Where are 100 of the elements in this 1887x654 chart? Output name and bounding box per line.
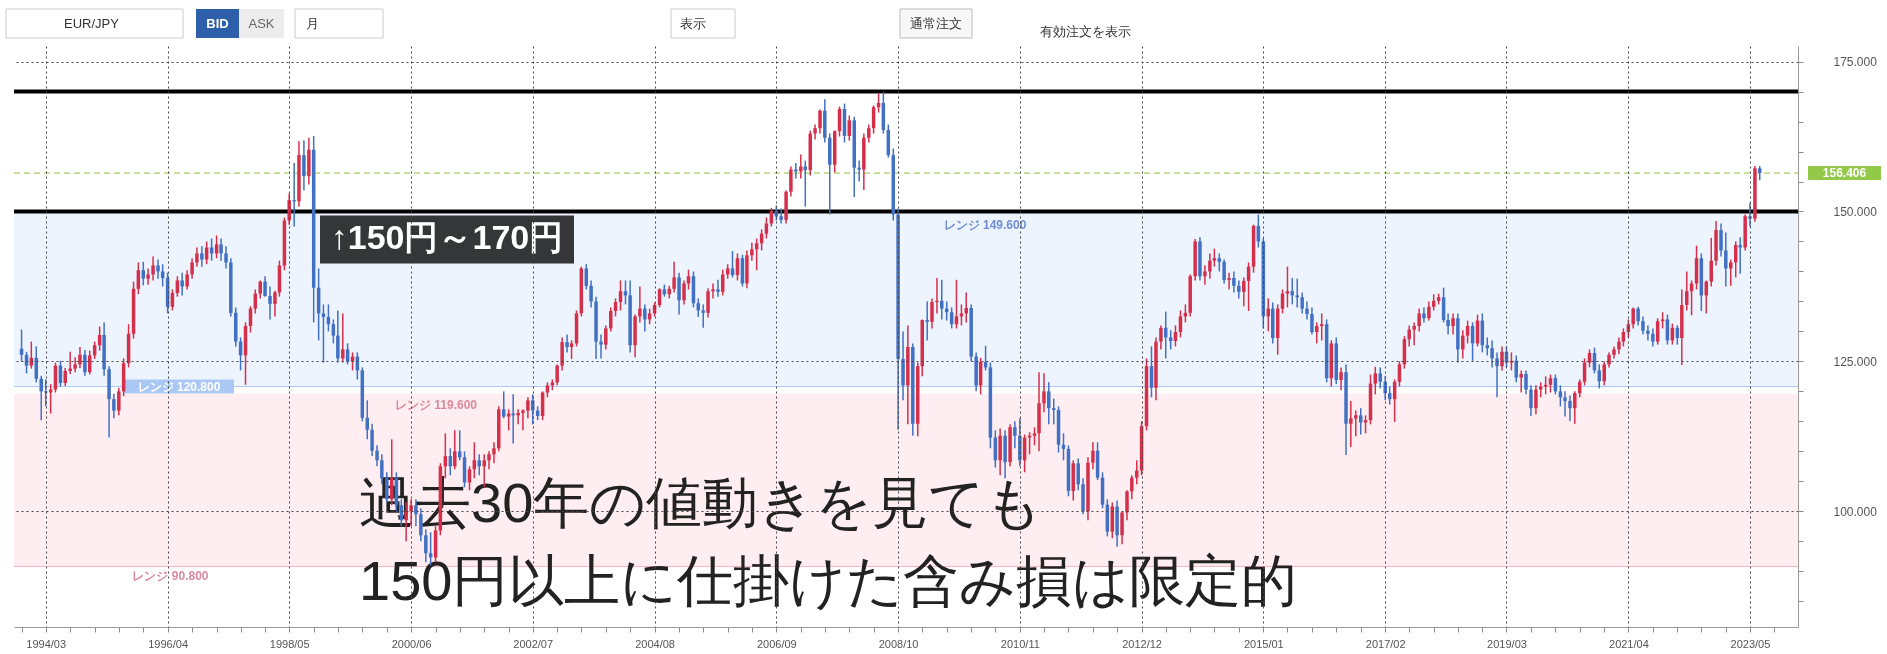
candlestick	[935, 277, 939, 315]
x-tick-label: 1994/03	[26, 637, 67, 650]
candlestick	[789, 165, 793, 198]
x-tick-label: 1998/05	[269, 637, 310, 650]
candlestick	[589, 279, 593, 309]
candlestick	[68, 351, 72, 375]
candlestick	[1135, 459, 1139, 486]
candlestick	[569, 339, 574, 360]
candlestick	[151, 255, 155, 282]
candlestick	[117, 387, 121, 417]
candlestick	[1724, 231, 1728, 288]
candlestick	[1047, 381, 1051, 426]
candlestick	[1461, 329, 1465, 360]
candlestick	[672, 261, 676, 294]
candlestick	[959, 303, 964, 327]
candlestick	[273, 289, 277, 318]
candlestick	[1495, 351, 1499, 399]
candlestick	[375, 444, 379, 468]
candlestick	[336, 309, 340, 364]
candlestick	[1339, 366, 1343, 391]
text: EUR/JPY	[64, 16, 120, 31]
candlestick	[501, 390, 506, 420]
x-tick-label: 2000/06	[391, 637, 432, 650]
candlestick	[516, 408, 520, 426]
candlestick	[1748, 202, 1752, 228]
x-tick-label: 2008/10	[878, 637, 919, 650]
candlestick	[331, 318, 336, 345]
candlestick	[609, 306, 613, 333]
candlestick	[1446, 312, 1450, 336]
candlestick	[453, 429, 457, 471]
text: 表示	[680, 16, 706, 31]
candlestick	[1168, 329, 1173, 351]
candlestick	[341, 312, 345, 364]
candlestick	[1013, 420, 1017, 450]
candlestick	[1427, 300, 1431, 322]
candlestick	[940, 279, 944, 321]
y-tick-label: 100.000	[1833, 504, 1878, 519]
x-tick-label: 2023/05	[1730, 637, 1771, 650]
candlestick	[799, 153, 803, 180]
candlestick	[424, 528, 428, 563]
candlestick	[1412, 321, 1416, 346]
candlestick	[925, 300, 929, 342]
candlestick	[638, 285, 642, 324]
candlestick	[1451, 312, 1455, 336]
y-tick-label: 175.000	[1833, 55, 1878, 70]
candlestick	[706, 287, 710, 319]
candlestick	[160, 263, 165, 288]
candlestick	[1373, 366, 1378, 396]
candlestick	[701, 303, 705, 329]
candlestick	[1358, 407, 1363, 436]
y-tick-label: 125.000	[1833, 354, 1878, 369]
candlestick	[1563, 390, 1567, 418]
candlestick	[292, 162, 296, 228]
candlestick	[195, 246, 199, 268]
candlestick	[1602, 360, 1606, 387]
candlestick	[1378, 366, 1383, 390]
text: 月	[306, 16, 319, 31]
candlestick	[263, 275, 267, 298]
candlestick	[930, 297, 934, 330]
candlestick	[1514, 354, 1518, 384]
candlestick	[112, 393, 116, 420]
candlestick	[1519, 369, 1523, 394]
candlestick	[1120, 511, 1124, 546]
text: ASK	[248, 16, 275, 31]
x-tick-label: 2019/03	[1487, 637, 1527, 650]
candlestick	[1568, 394, 1572, 423]
candlestick	[521, 408, 525, 432]
candlestick	[200, 245, 204, 268]
candlestick	[1091, 441, 1095, 471]
candlestick	[1738, 236, 1742, 275]
x-tick-label: 2017/02	[1365, 637, 1406, 650]
candlestick	[1125, 489, 1129, 522]
text: BID	[206, 16, 229, 31]
candlestick	[1636, 306, 1640, 327]
candlestick	[1417, 307, 1421, 333]
candlestick	[224, 245, 228, 270]
candlestick	[555, 363, 559, 387]
candlestick	[146, 267, 150, 286]
candlestick	[1524, 369, 1528, 396]
candlestick	[1729, 258, 1733, 287]
candlestick	[1042, 372, 1046, 414]
candlestick	[1685, 270, 1689, 312]
candlestick	[716, 279, 720, 298]
candlestick	[1422, 306, 1426, 324]
candlestick	[565, 333, 569, 354]
x-tick-label: 2012/12	[1122, 637, 1162, 650]
text: 有効注文を表示	[1040, 24, 1131, 39]
ref-line-label: レンジ 120.800	[137, 379, 221, 394]
candlestick	[1407, 324, 1411, 348]
candlestick	[1203, 264, 1207, 286]
candlestick	[1490, 339, 1494, 369]
candlestick	[1227, 271, 1231, 291]
candlestick	[83, 349, 87, 377]
candlestick	[156, 258, 160, 280]
x-tick-label: 2015/01	[1243, 637, 1284, 650]
x-tick-label: 2010/11	[1000, 637, 1040, 650]
candlestick	[1232, 270, 1236, 294]
candlestick	[78, 346, 82, 369]
candlestick	[1534, 384, 1538, 415]
candlestick	[302, 139, 306, 192]
